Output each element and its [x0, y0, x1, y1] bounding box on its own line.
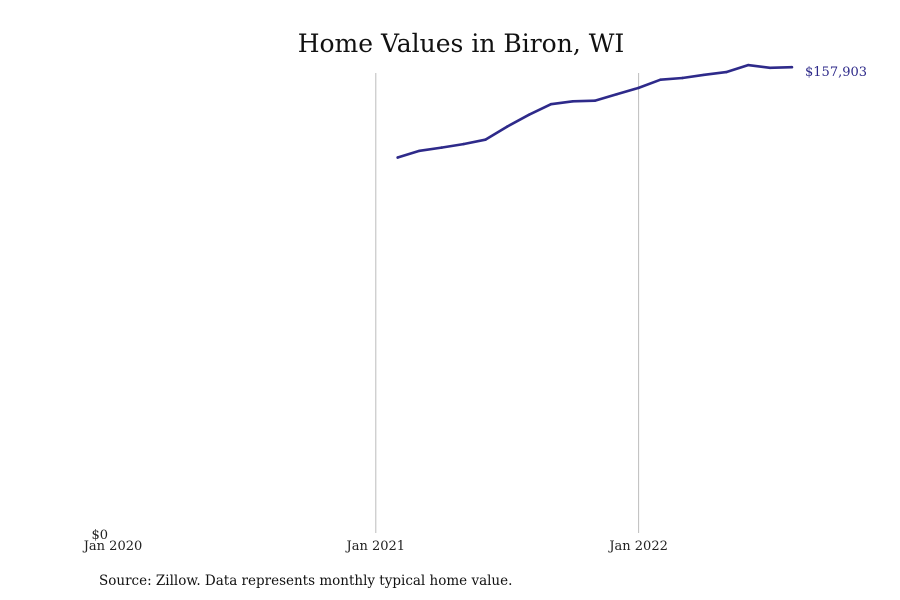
data-point [527, 113, 531, 116]
data-point [571, 99, 575, 103]
data-point [484, 138, 487, 142]
data-point [615, 92, 618, 96]
data-point [505, 125, 509, 128]
x-tick-label: Jan 2020 [82, 539, 143, 554]
data-point [593, 99, 597, 102]
chart-title: Home Values in Biron, WI [298, 29, 625, 58]
data-point [462, 142, 465, 146]
x-tick-label: Jan 2021 [345, 539, 406, 554]
y-tick-label: $0 [91, 528, 108, 543]
series-line [396, 63, 794, 159]
data-point [703, 73, 706, 77]
data-point [440, 146, 443, 149]
data-point [790, 65, 794, 69]
end-value-label: $157,903 [805, 65, 867, 80]
gridlines [375, 73, 640, 533]
data-point [659, 78, 662, 82]
data-point [724, 70, 728, 74]
data-points [396, 63, 794, 159]
data-point [418, 149, 421, 153]
data-point [746, 63, 750, 67]
data-point [681, 76, 684, 80]
data-point [549, 102, 553, 106]
x-axis-ticks: Jan 2020 Jan 2021 Jan 2022 [82, 539, 668, 554]
source-note: Source: Zillow. Data represents monthly … [99, 573, 512, 589]
data-point [768, 66, 772, 70]
data-point [637, 86, 640, 90]
x-tick-label: Jan 2022 [607, 539, 668, 554]
data-point [396, 156, 400, 159]
